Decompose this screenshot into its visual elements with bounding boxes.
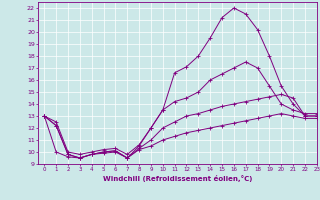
X-axis label: Windchill (Refroidissement éolien,°C): Windchill (Refroidissement éolien,°C) [103,175,252,182]
